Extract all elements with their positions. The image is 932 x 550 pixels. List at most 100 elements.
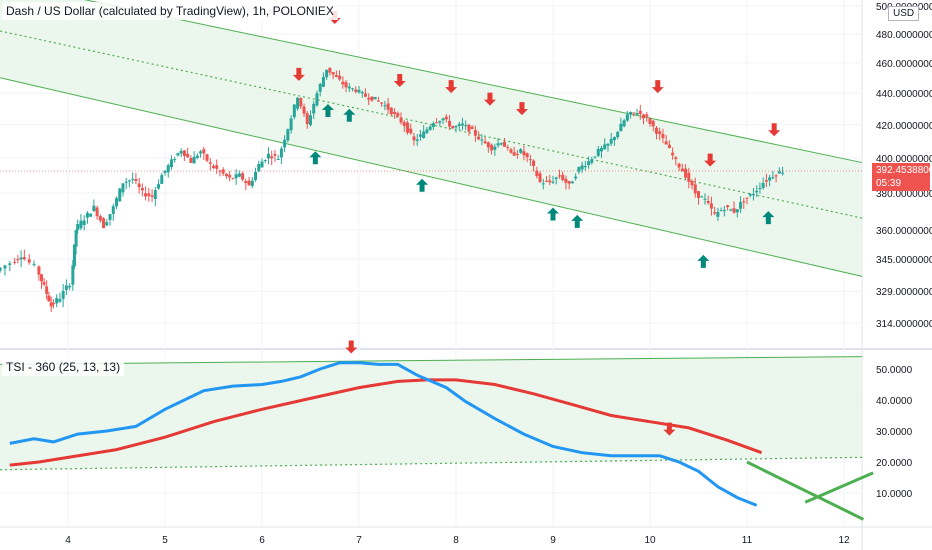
candle-body[interactable] [98,216,102,221]
candle-body[interactable] [735,209,739,213]
candle-body[interactable] [751,194,755,196]
candle-body[interactable] [648,118,652,124]
candle-body[interactable] [173,159,177,161]
candle-body[interactable] [95,207,99,217]
candle-body[interactable] [567,181,571,184]
candle-body[interactable] [144,193,148,197]
candle-body[interactable] [386,103,390,110]
candle-body[interactable] [538,173,542,182]
candle-body[interactable] [703,198,707,200]
candle-body[interactable] [76,223,80,231]
candle-body[interactable] [774,175,778,177]
candle-body[interactable] [739,202,743,209]
candle-body[interactable] [541,183,545,185]
candle-body[interactable] [470,126,474,129]
candle-body[interactable] [619,123,623,132]
candle-body[interactable] [254,171,258,181]
candle-body[interactable] [283,139,287,148]
candle-body[interactable] [742,201,746,203]
candle-body[interactable] [706,201,710,203]
candle-body[interactable] [373,96,377,100]
candle-body[interactable] [186,153,190,158]
candle-body[interactable] [528,159,532,161]
candle-body[interactable] [564,178,568,183]
candle-body[interactable] [535,170,539,177]
candle-body[interactable] [583,166,587,168]
candle-body[interactable] [557,175,561,177]
candle-body[interactable] [638,110,642,115]
candle-body[interactable] [55,298,59,304]
candle-body[interactable] [777,171,781,174]
candle-body[interactable] [515,153,519,155]
candle-body[interactable] [435,122,439,124]
candle-body[interactable] [545,180,549,182]
candle-body[interactable] [279,148,283,158]
candle-body[interactable] [451,126,455,129]
candle-body[interactable] [418,134,422,137]
candle-body[interactable] [16,259,20,261]
candle-body[interactable] [431,123,435,128]
candle-body[interactable] [460,123,464,126]
candle-body[interactable] [237,173,241,177]
time-axis[interactable]: 4 5 6 7 8 9 10 11 12 [65,535,850,546]
currency-badge[interactable]: USD [888,6,920,21]
candle-body[interactable] [131,178,135,180]
candle-body[interactable] [428,126,432,130]
candle-body[interactable] [577,167,581,172]
candle-body[interactable] [153,190,157,200]
candle-body[interactable] [438,121,442,123]
candle-body[interactable] [645,114,649,117]
candle-body[interactable] [716,211,720,217]
candle-body[interactable] [380,102,384,104]
candle-body[interactable] [561,174,565,181]
candle-body[interactable] [580,165,584,170]
channel-lower-line[interactable] [0,77,863,277]
candle-body[interactable] [58,299,62,302]
candle-body[interactable] [215,165,219,169]
candle-body[interactable] [85,212,89,218]
candle-body[interactable] [312,103,316,114]
candle-body[interactable] [292,104,296,118]
candle-body[interactable] [64,285,68,290]
candle-body[interactable] [68,285,72,288]
candle-body[interactable] [367,97,371,100]
candle-body[interactable] [212,166,215,168]
candle-body[interactable] [499,143,503,145]
candle-body[interactable] [115,198,118,207]
candle-body[interactable] [376,100,380,102]
candle-body[interactable] [667,144,671,148]
candle-body[interactable] [684,168,688,178]
candle-body[interactable] [321,76,325,87]
candle-body[interactable] [309,115,312,125]
candle-body[interactable] [299,98,303,107]
candle-body[interactable] [341,81,345,85]
candle-body[interactable] [548,180,552,183]
candle-body[interactable] [89,213,93,217]
price-pane[interactable] [0,0,863,312]
candle-body[interactable] [32,263,36,265]
candle-body[interactable] [315,93,319,106]
candle-body[interactable] [3,265,7,269]
candle-body[interactable] [79,220,83,229]
candle-body[interactable] [768,177,772,181]
tsi-dotted-trendline[interactable] [0,456,863,471]
candle-body[interactable] [722,210,726,212]
candle-body[interactable] [642,114,646,119]
candle-body[interactable] [732,208,736,213]
tsi-signal-line[interactable] [9,378,763,467]
candle-body[interactable] [406,122,409,133]
candle-body[interactable] [496,143,500,146]
candle-body[interactable] [700,196,704,198]
candle-body[interactable] [370,96,374,101]
tsi-line[interactable] [9,361,758,507]
candle-body[interactable] [632,112,636,114]
candle-body[interactable] [250,180,254,187]
candle-body[interactable] [234,174,238,179]
candle-body[interactable] [616,132,620,138]
candle-body[interactable] [42,281,46,285]
candle-body[interactable] [8,263,12,265]
candle-body[interactable] [713,212,717,214]
candle-body[interactable] [412,136,416,141]
candle-body[interactable] [195,155,199,158]
candle-body[interactable] [771,177,775,179]
